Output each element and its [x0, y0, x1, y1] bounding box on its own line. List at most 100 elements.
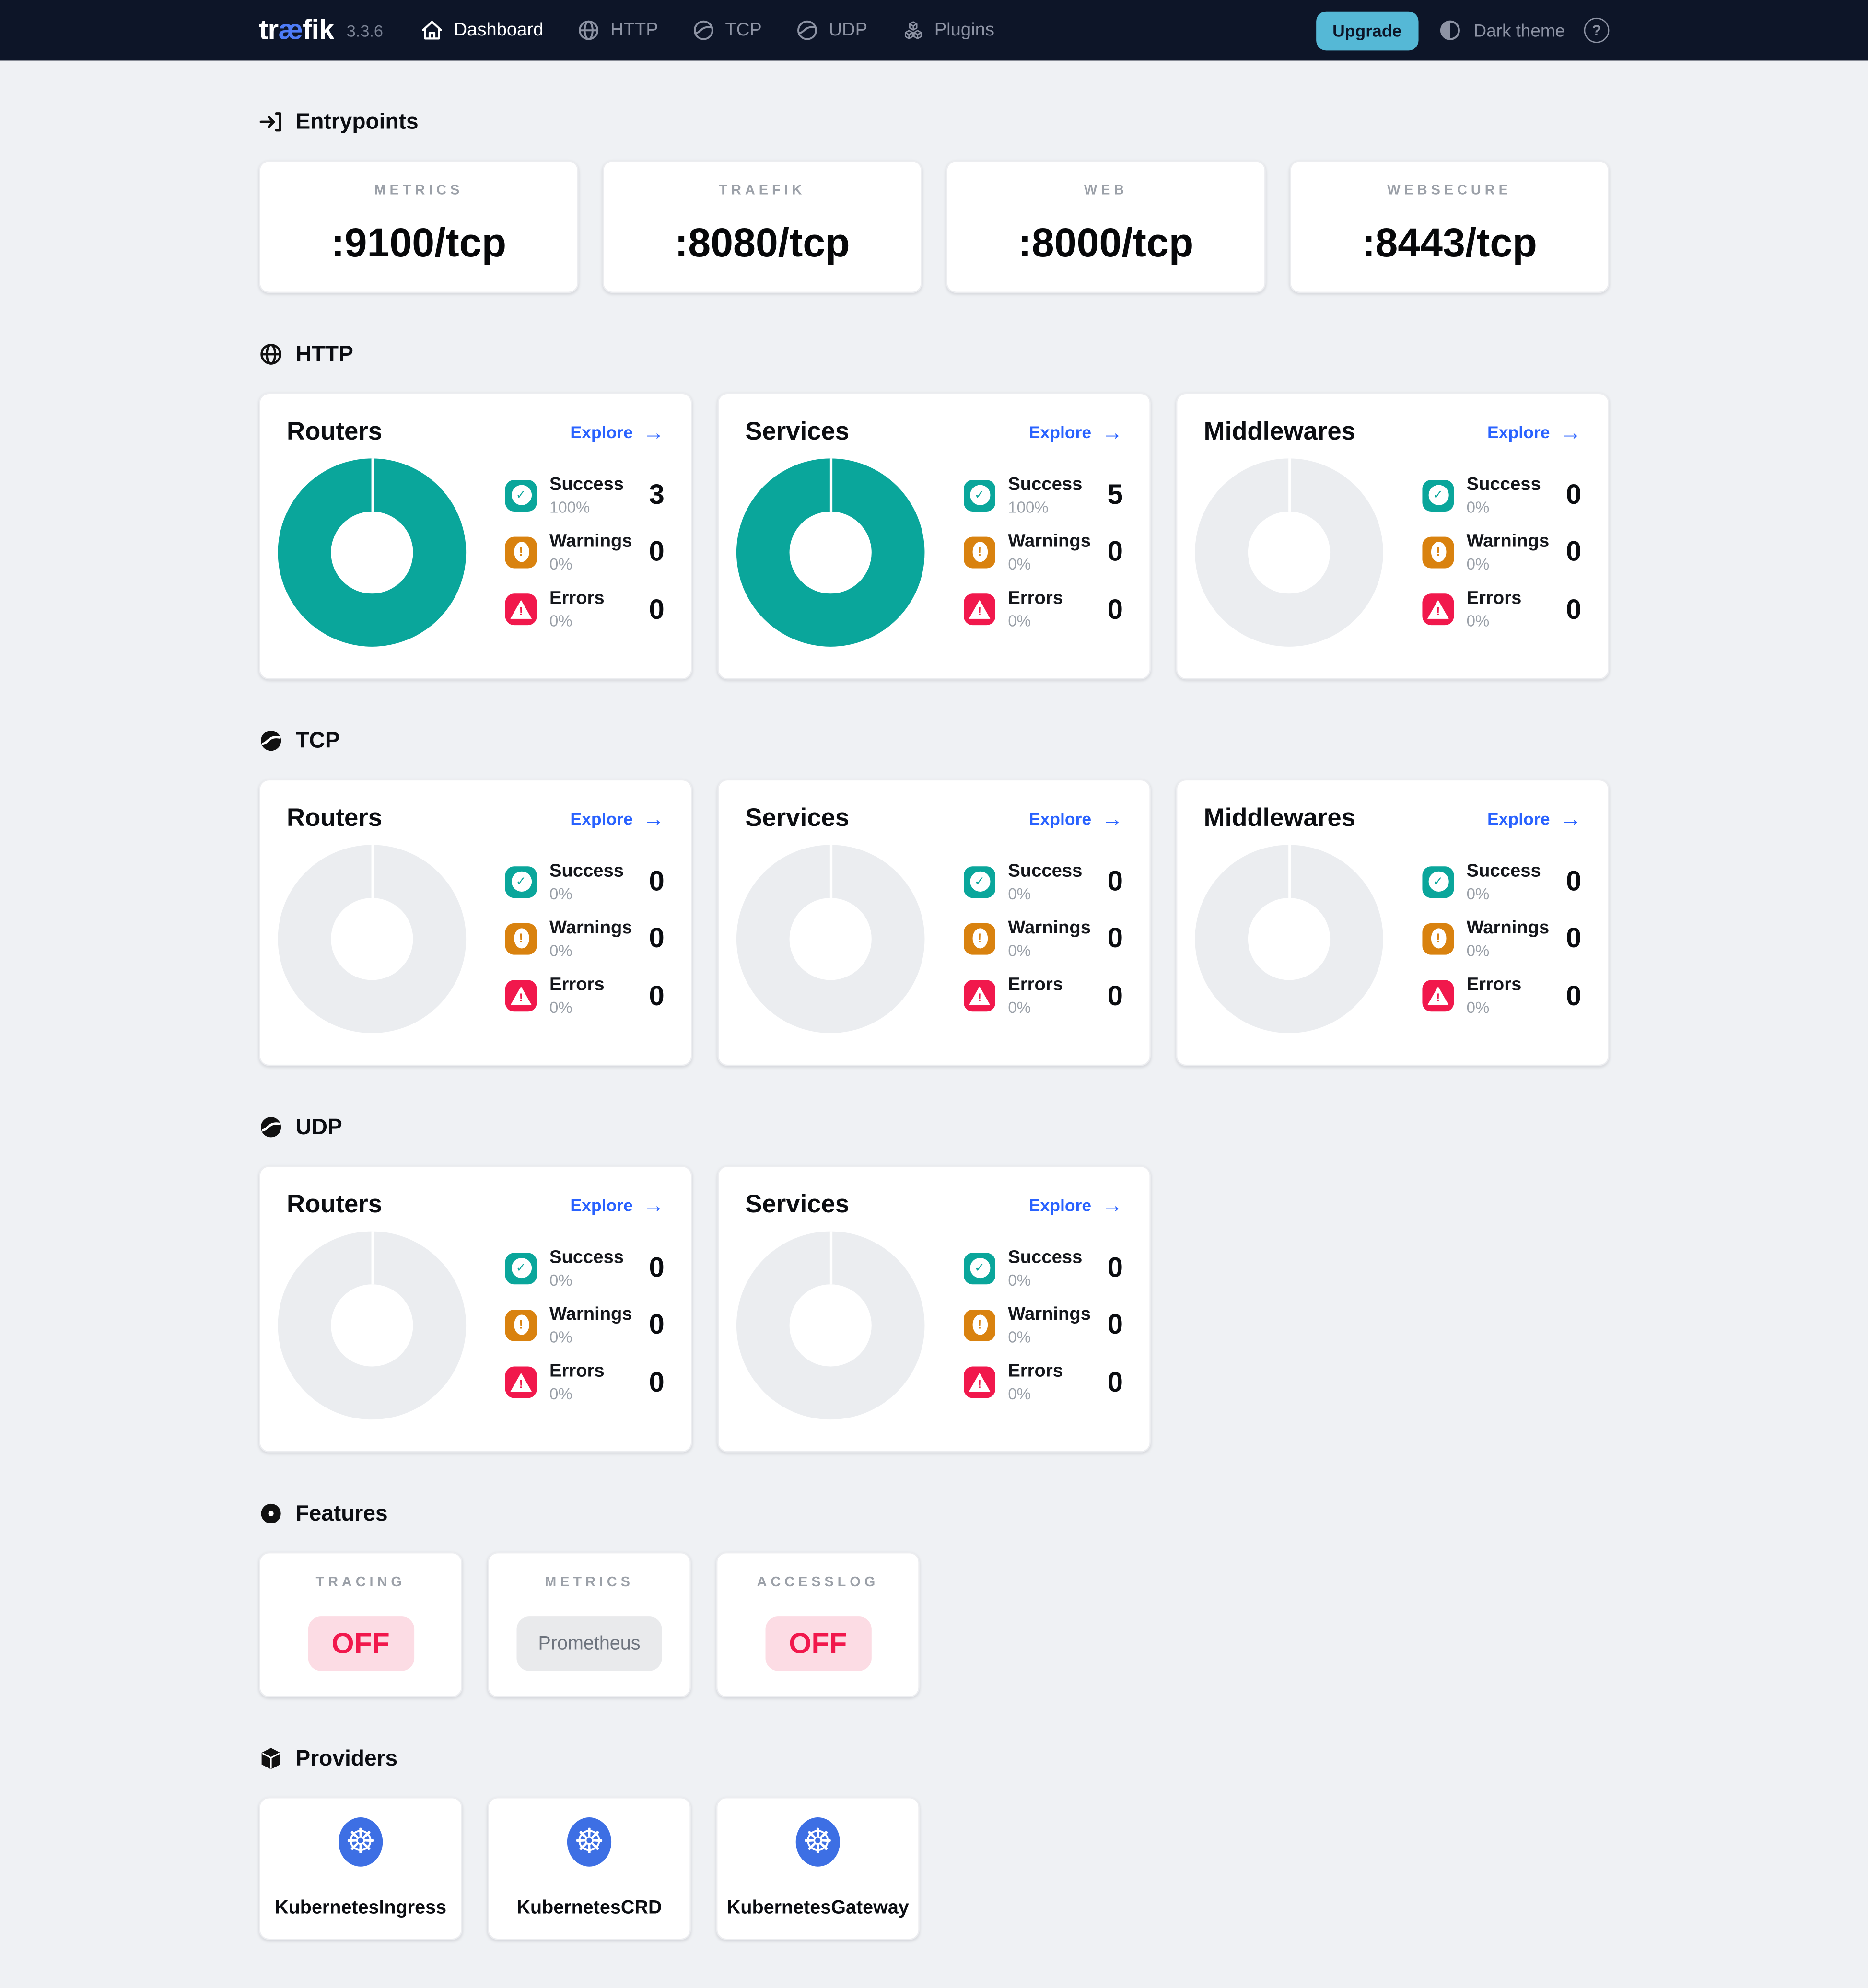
entrypoint-card: WEB :8000/tcp	[946, 160, 1266, 293]
legend-count: 0	[1107, 979, 1123, 1011]
legend: ✓ Success 0% 0 ! Warnings 0% 0 !	[964, 1248, 1123, 1403]
error-icon: !	[505, 593, 537, 626]
globe-icon	[259, 342, 283, 366]
home-icon	[421, 19, 444, 42]
logo-text: tr	[259, 13, 279, 46]
legend-row-errors: ! Errors 0% 0	[964, 1361, 1123, 1403]
legend-count: 0	[649, 1309, 665, 1341]
connection-icon	[796, 19, 818, 42]
nav-label: TCP	[725, 20, 762, 41]
traefik-logo[interactable]: tr æ fik	[259, 14, 334, 47]
nav-item-udp[interactable]: UDP	[796, 19, 867, 42]
legend-label: Warnings	[1466, 918, 1550, 939]
card-title: Middlewares	[1203, 804, 1355, 833]
logo-text: fik	[303, 13, 334, 46]
card-title: Routers	[287, 418, 383, 446]
top-navbar: tr æ fik 3.3.6 Dashboard HTTP TCP U	[0, 0, 1868, 61]
nav-item-dashboard[interactable]: Dashboard	[421, 19, 543, 42]
feature-status-badge: Prometheus	[516, 1616, 662, 1671]
explore-link[interactable]: Explore →	[570, 1194, 664, 1216]
nav-label: UDP	[829, 20, 868, 41]
legend-row-errors: ! Errors 0% 0	[505, 589, 665, 630]
nav-item-tcp[interactable]: TCP	[692, 19, 762, 42]
section-title-text: UDP	[295, 1114, 342, 1139]
logo-accent-glyph: æ	[278, 13, 303, 46]
legend-row-errors: ! Errors 0% 0	[964, 589, 1123, 630]
providers-section: Providers ☸ KubernetesIngress ☸ Kubernet…	[259, 1745, 1609, 1940]
explore-link[interactable]: Explore →	[1029, 1194, 1123, 1216]
legend-percent: 0%	[1466, 612, 1490, 630]
proto-card: Middlewares Explore → ✓ Success 0% 0 !	[1176, 779, 1610, 1066]
card-title: Services	[745, 804, 850, 833]
legend-row-success: ✓ Success 0% 0	[964, 1248, 1123, 1290]
legend-label: Success	[549, 861, 624, 882]
legend-row-warnings: ! Warnings 0% 0	[505, 1304, 665, 1346]
section-title-text: TCP	[295, 727, 340, 753]
donut-chart	[1195, 458, 1383, 647]
theme-contrast-icon[interactable]	[1437, 18, 1462, 43]
help-icon[interactable]: ?	[1584, 17, 1610, 43]
provider-card: ☸ KubernetesCRD	[487, 1797, 691, 1940]
provider-name: KubernetesIngress	[275, 1897, 447, 1918]
nav-item-http[interactable]: HTTP	[578, 19, 658, 42]
legend: ✓ Success 0% 0 ! Warnings 0% 0 !	[1422, 475, 1581, 630]
legend-label: Warnings	[1008, 918, 1091, 939]
legend-row-warnings: ! Warnings 0% 0	[964, 1304, 1123, 1346]
nav-item-plugins[interactable]: Plugins	[901, 19, 994, 42]
arrow-right-icon: →	[642, 806, 665, 831]
explore-link[interactable]: Explore →	[570, 806, 665, 831]
legend-percent: 0%	[549, 1328, 572, 1346]
legend-row-errors: ! Errors 0% 0	[505, 975, 665, 1017]
error-icon: !	[505, 980, 537, 1012]
provider-name: KubernetesGateway	[726, 1897, 909, 1918]
connection-icon	[692, 19, 715, 42]
entrypoint-card: WEBSECURE :8443/tcp	[1289, 160, 1610, 293]
error-icon: !	[964, 980, 995, 1012]
explore-link[interactable]: Explore →	[1029, 421, 1123, 443]
legend-percent: 0%	[1008, 884, 1031, 903]
legend-percent: 100%	[1008, 498, 1049, 516]
legend-row-success: ✓ Success 0% 0	[1422, 861, 1581, 903]
explore-label: Explore	[570, 423, 633, 442]
legend-count: 0	[1107, 1252, 1123, 1284]
main-nav: Dashboard HTTP TCP UDP Plugins	[421, 19, 994, 42]
entrypoint-port: :8080/tcp	[675, 219, 850, 265]
explore-link[interactable]: Explore →	[1487, 808, 1581, 829]
proto-card: Routers Explore → ✓ Success 100% 3 !	[259, 393, 692, 680]
version-label: 3.3.6	[346, 21, 383, 40]
legend-count: 3	[649, 479, 665, 511]
explore-link[interactable]: Explore →	[1487, 419, 1582, 444]
legend-label: Success	[549, 1247, 624, 1268]
explore-link[interactable]: Explore →	[1028, 806, 1123, 831]
legend-row-errors: ! Errors 0% 0	[1422, 589, 1581, 630]
legend-label: Warnings	[1008, 532, 1091, 552]
entrypoint-name: TRAEFIK	[719, 183, 806, 198]
legend-count: 0	[1566, 865, 1582, 897]
upgrade-button[interactable]: Upgrade	[1316, 11, 1418, 50]
legend-row-errors: ! Errors 0% 0	[964, 975, 1123, 1017]
donut-chart	[278, 1231, 467, 1420]
donut-chart	[736, 458, 925, 647]
arrow-right-icon: →	[1560, 419, 1582, 444]
features-icon	[259, 1501, 283, 1525]
connection-icon	[259, 1115, 283, 1139]
legend-label: Errors	[549, 588, 605, 609]
legend: ✓ Success 0% 0 ! Warnings 0% 0 !	[964, 861, 1123, 1017]
legend-count: 0	[1107, 1366, 1123, 1398]
arrow-right-icon: →	[1101, 806, 1123, 831]
entrypoint-name: WEBSECURE	[1387, 183, 1512, 198]
explore-label: Explore	[570, 809, 633, 829]
legend-label: Success	[549, 475, 624, 495]
explore-link[interactable]: Explore →	[570, 421, 664, 443]
package-icon	[259, 1747, 283, 1771]
donut-chart	[1195, 845, 1383, 1034]
legend-label: Warnings	[549, 1304, 632, 1325]
entrypoint-card: METRICS :9100/tcp	[259, 160, 579, 293]
legend-label: Errors	[1466, 975, 1522, 996]
legend-row-success: ✓ Success 100% 3	[505, 475, 665, 516]
explore-label: Explore	[1028, 809, 1092, 829]
nav-label: HTTP	[610, 20, 658, 41]
legend-row-success: ✓ Success 0% 0	[964, 861, 1123, 903]
legend-row-warnings: ! Warnings 0% 0	[505, 918, 665, 960]
